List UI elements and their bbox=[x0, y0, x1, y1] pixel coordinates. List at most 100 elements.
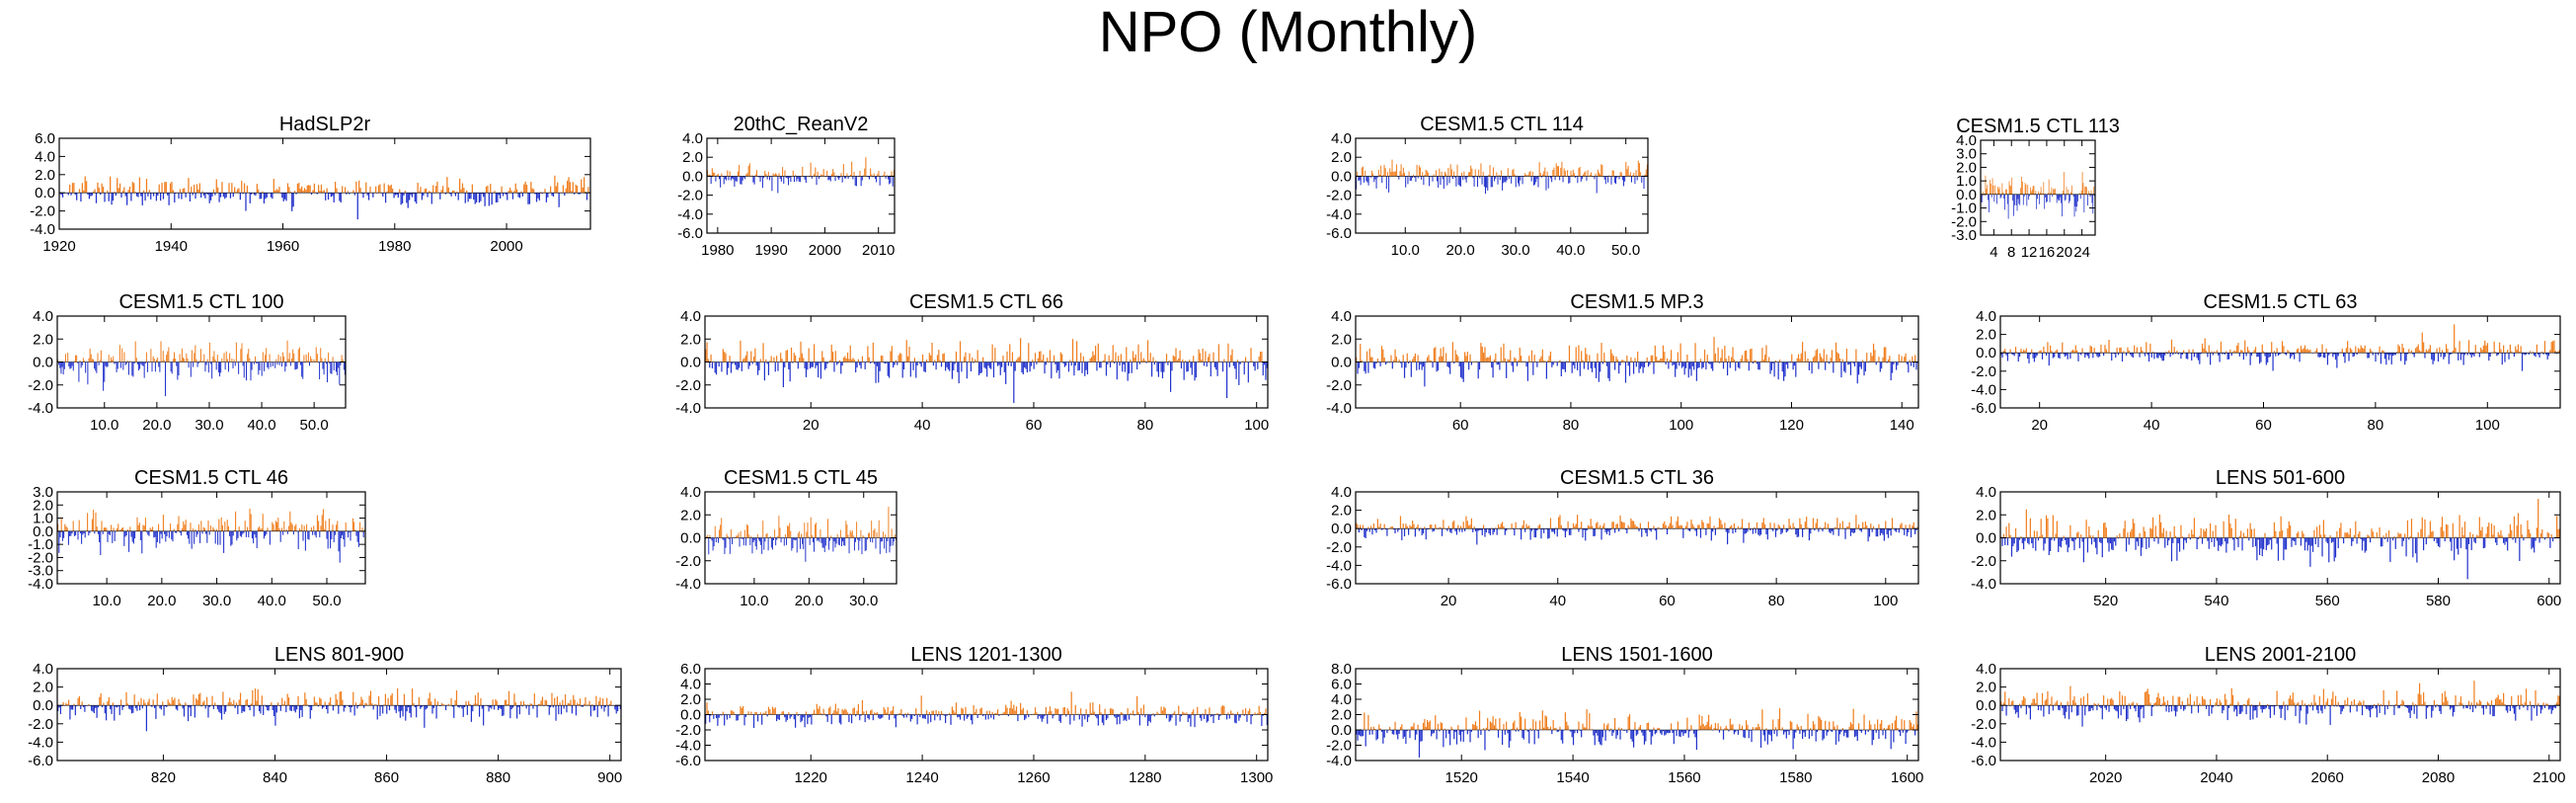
bar bbox=[1216, 361, 1218, 376]
bar bbox=[1989, 180, 1991, 195]
bar bbox=[209, 525, 211, 531]
bar bbox=[1382, 175, 1384, 177]
bar bbox=[928, 353, 930, 362]
bar bbox=[805, 361, 808, 377]
bar bbox=[1597, 353, 1599, 362]
bar bbox=[1054, 708, 1056, 715]
bar bbox=[778, 516, 780, 538]
bar bbox=[1610, 176, 1612, 185]
axis-frame bbox=[1355, 137, 1649, 234]
bar bbox=[823, 361, 826, 370]
bar bbox=[747, 361, 749, 369]
bar bbox=[342, 699, 344, 706]
bar bbox=[57, 705, 59, 712]
bar bbox=[182, 358, 184, 362]
bar bbox=[1138, 714, 1140, 726]
bar bbox=[883, 175, 885, 177]
bar bbox=[1680, 525, 1683, 529]
bar bbox=[366, 193, 368, 196]
x-tick-label: 20.0 bbox=[795, 593, 823, 609]
bar bbox=[2029, 353, 2031, 355]
y-tick-label: 2.0 bbox=[1956, 159, 1977, 176]
bar bbox=[372, 193, 374, 198]
bar bbox=[2010, 186, 2012, 195]
bar bbox=[719, 529, 721, 538]
bar bbox=[810, 517, 812, 538]
bar bbox=[1409, 524, 1411, 529]
bar bbox=[1706, 355, 1708, 362]
bar bbox=[879, 714, 881, 720]
bar bbox=[178, 516, 180, 531]
bar bbox=[75, 530, 77, 536]
bar bbox=[1071, 339, 1074, 362]
bar bbox=[849, 174, 851, 177]
bar bbox=[1505, 176, 1507, 183]
bar bbox=[2183, 350, 2185, 354]
bar bbox=[2295, 537, 2297, 545]
bar bbox=[807, 714, 809, 725]
x-tick-label: 50.0 bbox=[300, 417, 329, 434]
bar bbox=[298, 527, 300, 531]
bar bbox=[487, 185, 489, 194]
bar bbox=[973, 361, 975, 363]
bar bbox=[961, 707, 963, 715]
bar bbox=[861, 537, 863, 555]
bar bbox=[724, 537, 726, 554]
bar bbox=[2089, 345, 2091, 354]
bar bbox=[797, 176, 799, 179]
bar bbox=[1585, 171, 1587, 177]
bar bbox=[2009, 349, 2011, 354]
bar bbox=[1660, 359, 1662, 362]
bar bbox=[209, 193, 212, 201]
bar bbox=[2139, 532, 2141, 538]
bar bbox=[355, 530, 357, 536]
bar bbox=[825, 536, 827, 538]
bar bbox=[302, 704, 305, 706]
bar bbox=[2485, 345, 2487, 354]
bar bbox=[982, 357, 984, 362]
bar bbox=[2069, 194, 2070, 201]
bar bbox=[812, 713, 814, 715]
bar bbox=[547, 193, 549, 198]
bar bbox=[1440, 526, 1442, 529]
bar bbox=[1653, 525, 1655, 529]
bar bbox=[1639, 361, 1641, 369]
bar bbox=[232, 530, 234, 536]
bar bbox=[313, 183, 316, 194]
bar bbox=[723, 537, 725, 540]
bar bbox=[301, 186, 303, 194]
bar bbox=[342, 530, 344, 535]
bar bbox=[1598, 527, 1600, 529]
bar bbox=[2504, 537, 2506, 545]
bar bbox=[795, 175, 797, 177]
bar bbox=[2071, 349, 2074, 354]
bar bbox=[192, 193, 194, 196]
bar bbox=[1706, 522, 1708, 529]
bar bbox=[576, 185, 579, 194]
bar bbox=[325, 705, 328, 709]
bar bbox=[270, 361, 272, 367]
bar bbox=[845, 521, 847, 538]
bar bbox=[2240, 530, 2242, 538]
bar bbox=[281, 697, 283, 706]
bar bbox=[447, 187, 449, 194]
bar bbox=[2029, 518, 2031, 538]
bar bbox=[280, 361, 282, 367]
bar bbox=[842, 710, 845, 715]
y-tick-label: 2.0 bbox=[1331, 503, 1352, 520]
bar bbox=[1867, 528, 1869, 542]
bar bbox=[1393, 528, 1395, 530]
bar bbox=[1432, 528, 1434, 532]
bar bbox=[189, 193, 192, 201]
bar bbox=[1504, 528, 1506, 535]
bar bbox=[1664, 521, 1666, 529]
bar bbox=[815, 361, 817, 368]
bar bbox=[1863, 527, 1865, 529]
bar bbox=[1662, 345, 1665, 362]
bar bbox=[2340, 522, 2342, 538]
bar bbox=[1577, 176, 1579, 184]
bar bbox=[1537, 176, 1539, 188]
bar bbox=[2400, 353, 2402, 361]
bar bbox=[134, 530, 136, 539]
bar bbox=[2496, 537, 2498, 545]
